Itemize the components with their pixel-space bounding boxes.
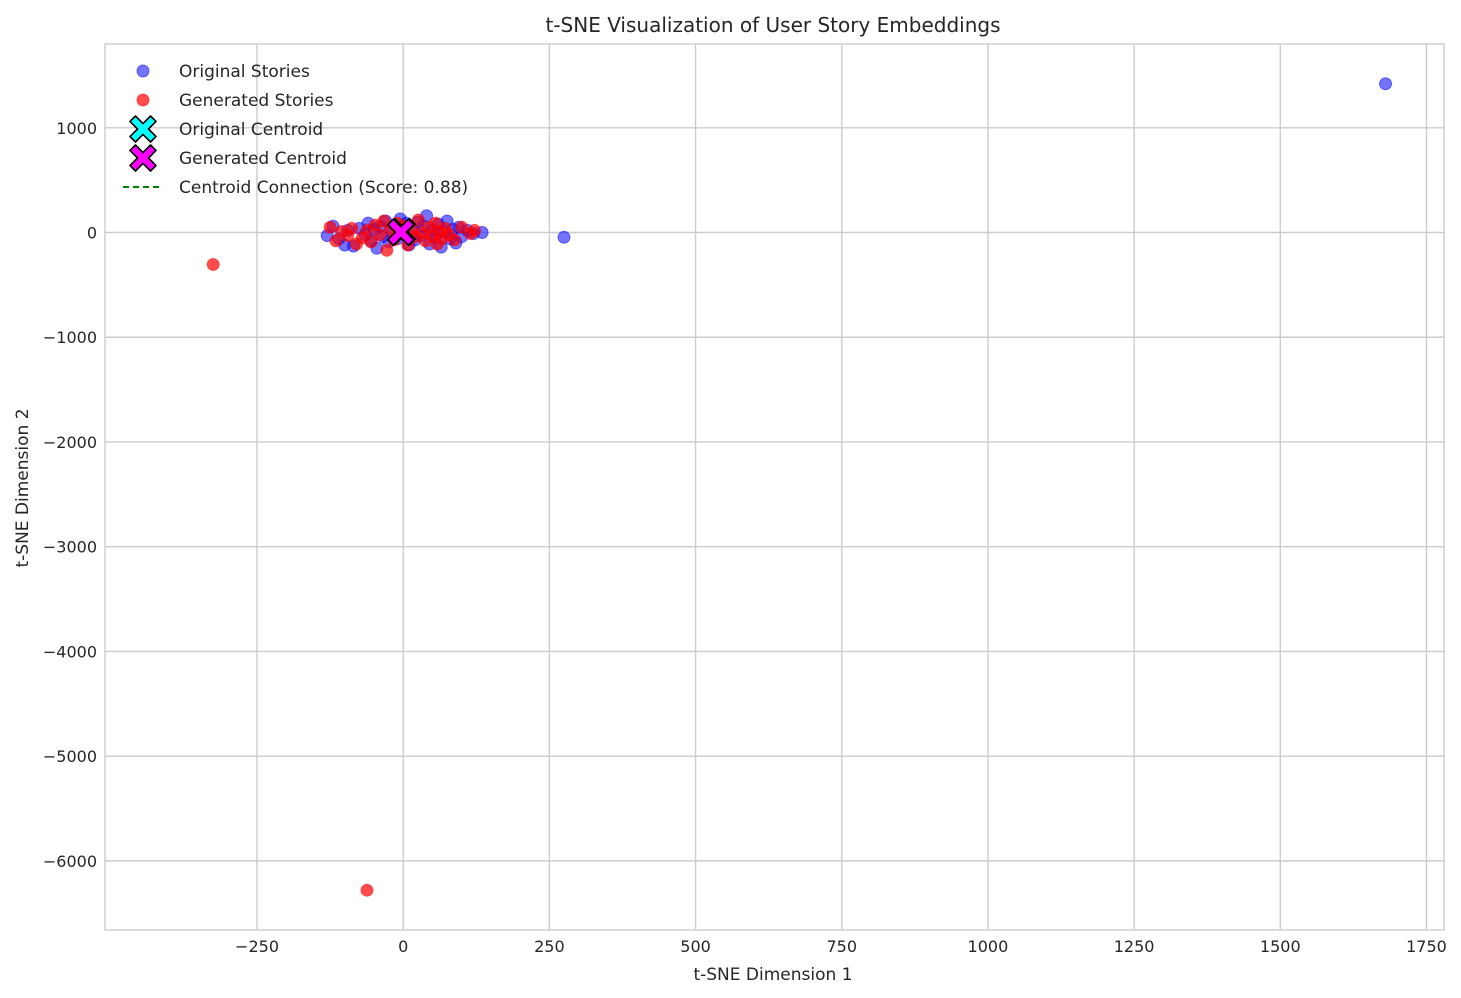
legend-swatch-generated-centroid [129, 144, 157, 172]
generated-story-point [448, 233, 462, 247]
generated-story-point [468, 223, 482, 237]
y-tick-label: −1000 [43, 328, 97, 347]
generated-story-point [411, 213, 425, 227]
generated-story-point [345, 221, 359, 235]
y-axis-title: t-SNE Dimension 2 [13, 408, 33, 567]
generated-story-point [206, 257, 220, 271]
legend-swatch-generated-stories [136, 93, 150, 107]
legend: Original Stories Generated Stories Origina… [123, 62, 468, 198]
x-tick-label: 1250 [1114, 937, 1155, 956]
x-axis-title: t-SNE Dimension 1 [693, 965, 852, 985]
generated-story-point [364, 235, 378, 249]
y-tick-label: −6000 [43, 852, 97, 871]
x-tick-label: 1500 [1260, 937, 1301, 956]
x-tick-label: 0 [398, 937, 408, 956]
generated-story-point [323, 220, 337, 234]
x-tick-label: −250 [235, 937, 279, 956]
x-tick-label: 500 [680, 937, 711, 956]
legend-label: Original Stories [179, 62, 310, 82]
x-tick-label: 250 [534, 937, 565, 956]
y-tick-label: −4000 [43, 642, 97, 661]
y-tick-label: −3000 [43, 538, 97, 557]
legend-label: Centroid Connection (Score: 0.88) [179, 178, 468, 198]
generated-story-point [373, 228, 387, 242]
x-tick-label: 1750 [1406, 937, 1447, 956]
generated-story-point [380, 243, 394, 257]
legend-swatch-original-stories [136, 64, 150, 78]
chart-title: t-SNE Visualization of User Story Embedd… [545, 13, 1000, 37]
x-tick-label: 1000 [968, 937, 1009, 956]
generated-centroid-marker [387, 218, 415, 246]
plot-frame [104, 43, 1445, 931]
original-story-point [1379, 77, 1393, 91]
original-story-point [557, 230, 571, 244]
plot-background [105, 44, 1444, 930]
y-tick-label: 1000 [56, 119, 97, 138]
legend-swatch-original-centroid [129, 115, 157, 143]
y-tick-label: −2000 [43, 433, 97, 452]
generated-story-point [455, 220, 469, 234]
legend-label: Generated Stories [179, 91, 334, 111]
generated-story-point [329, 234, 343, 248]
y-tick-label: 0 [87, 224, 97, 243]
generated-story-point [360, 883, 374, 897]
legend-label: Generated Centroid [179, 149, 347, 169]
legend-label: Original Centroid [179, 120, 323, 140]
y-tick-label: −5000 [43, 747, 97, 766]
plot-area: −250 0 250 500 750 1000 1250 1500 1750 −6000 −5000… [43, 43, 1447, 956]
x-tick-label: 750 [826, 937, 857, 956]
